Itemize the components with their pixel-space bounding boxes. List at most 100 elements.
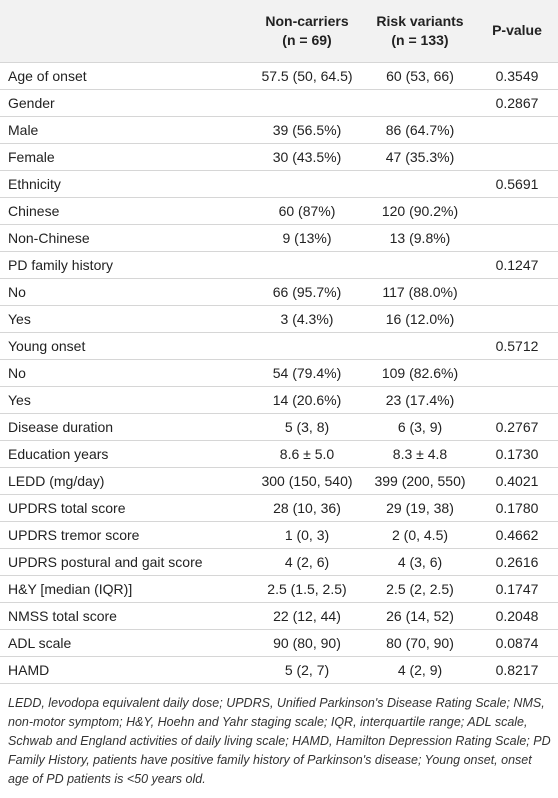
header-cell: Non-carriers (n = 69) bbox=[250, 0, 364, 62]
table-cell: Chinese bbox=[0, 196, 250, 224]
header-text: (n = 133) bbox=[391, 31, 449, 48]
table-cell bbox=[250, 169, 364, 197]
header-cell bbox=[0, 0, 250, 62]
table-row: UPDRS postural and gait score 4 (2, 6) 4 (… bbox=[0, 547, 558, 575]
table-row: HAMD 5 (2, 7) 4 (2, 9) 0.8217 bbox=[0, 655, 558, 684]
table-cell: Male bbox=[0, 115, 250, 143]
table-cell: 23 (17.4%) bbox=[364, 385, 476, 413]
table-cell: 399 (200, 550) bbox=[364, 466, 476, 494]
table-cell: 0.2048 bbox=[476, 601, 558, 629]
table-cell: 4 (2, 6) bbox=[250, 547, 364, 575]
table-cell: 2.5 (1.5, 2.5) bbox=[250, 574, 364, 602]
table-cell bbox=[476, 304, 558, 332]
table-row: PD family history 0.1247 bbox=[0, 250, 558, 278]
table-cell: 60 (87%) bbox=[250, 196, 364, 224]
table-cell: 8.6 ± 5.0 bbox=[250, 439, 364, 467]
table-row: Male 39 (56.5%) 86 (64.7%) bbox=[0, 115, 558, 143]
table-row: Yes 14 (20.6%) 23 (17.4%) bbox=[0, 385, 558, 413]
header-row: Non-carriers (n = 69) Risk variants (n = 13… bbox=[0, 0, 558, 62]
table-cell: Non-Chinese bbox=[0, 223, 250, 251]
table-cell: 5 (3, 8) bbox=[250, 412, 364, 440]
table-cell: 4 (2, 9) bbox=[364, 655, 476, 684]
table-cell: 0.3549 bbox=[476, 61, 558, 89]
table-cell bbox=[476, 142, 558, 170]
table-cell: 300 (150, 540) bbox=[250, 466, 364, 494]
table-row: UPDRS total score 28 (10, 36) 29 (19, 38) 0… bbox=[0, 493, 558, 521]
table-cell bbox=[476, 223, 558, 251]
table-cell: 0.2767 bbox=[476, 412, 558, 440]
table-cell bbox=[250, 250, 364, 278]
header-cell: P-value bbox=[476, 0, 558, 62]
table-cell: 120 (90.2%) bbox=[364, 196, 476, 224]
table-cell: 0.4021 bbox=[476, 466, 558, 494]
table-cell: 0.5712 bbox=[476, 331, 558, 359]
table-cell: Young onset bbox=[0, 331, 250, 359]
table-cell: HAMD bbox=[0, 655, 250, 684]
table-cell: 22 (12, 44) bbox=[250, 601, 364, 629]
header-text: Non-carriers bbox=[265, 12, 349, 29]
table-row: No 66 (95.7%) 117 (88.0%) bbox=[0, 277, 558, 305]
table-row: No 54 (79.4%) 109 (82.6%) bbox=[0, 358, 558, 386]
table-cell: 5 (2, 7) bbox=[250, 655, 364, 684]
table-cell bbox=[364, 169, 476, 197]
table-cell: UPDRS total score bbox=[0, 493, 250, 521]
table-cell: 0.5691 bbox=[476, 169, 558, 197]
table-cell: 0.4662 bbox=[476, 520, 558, 548]
table-cell: 6 (3, 9) bbox=[364, 412, 476, 440]
table-cell: 1 (0, 3) bbox=[250, 520, 364, 548]
table-row: H&Y [median (IQR)] 2.5 (1.5, 2.5) 2.5 (2, … bbox=[0, 574, 558, 602]
table-cell bbox=[364, 88, 476, 116]
table-cell bbox=[476, 196, 558, 224]
table-cell: 54 (79.4%) bbox=[250, 358, 364, 386]
table-cell: 4 (3, 6) bbox=[364, 547, 476, 575]
table-cell: Yes bbox=[0, 385, 250, 413]
table-cell bbox=[476, 385, 558, 413]
table-cell: 29 (19, 38) bbox=[364, 493, 476, 521]
table-cell: 80 (70, 90) bbox=[364, 628, 476, 656]
table-cell: 0.1747 bbox=[476, 574, 558, 602]
table-cell bbox=[476, 277, 558, 305]
table-cell: Disease duration bbox=[0, 412, 250, 440]
table-row: ADL scale 90 (80, 90) 80 (70, 90) 0.0874 bbox=[0, 628, 558, 656]
table-cell: 47 (35.3%) bbox=[364, 142, 476, 170]
table-header: Non-carriers (n = 69) Risk variants (n = 13… bbox=[0, 0, 558, 62]
table-cell: UPDRS tremor score bbox=[0, 520, 250, 548]
table-cell: 30 (43.5%) bbox=[250, 142, 364, 170]
table-cell bbox=[364, 250, 476, 278]
table-cell: 90 (80, 90) bbox=[250, 628, 364, 656]
data-table: Non-carriers (n = 69) Risk variants (n = 13… bbox=[0, 0, 558, 684]
table-cell: 0.1780 bbox=[476, 493, 558, 521]
table-cell: NMSS total score bbox=[0, 601, 250, 629]
table-cell: No bbox=[0, 277, 250, 305]
table-cell: 14 (20.6%) bbox=[250, 385, 364, 413]
table-row: Female 30 (43.5%) 47 (35.3%) bbox=[0, 142, 558, 170]
table-cell: 28 (10, 36) bbox=[250, 493, 364, 521]
table-body: Age of onset 57.5 (50, 64.5) 60 (53, 66) 0.… bbox=[0, 61, 558, 684]
table-row: Young onset 0.5712 bbox=[0, 331, 558, 359]
table-cell: 39 (56.5%) bbox=[250, 115, 364, 143]
table-cell bbox=[250, 331, 364, 359]
header-cell: Risk variants (n = 133) bbox=[364, 0, 476, 62]
table-cell: 26 (14, 52) bbox=[364, 601, 476, 629]
table-cell: 60 (53, 66) bbox=[364, 61, 476, 89]
table-cell: 117 (88.0%) bbox=[364, 277, 476, 305]
table-cell: 0.2867 bbox=[476, 88, 558, 116]
table-cell: PD family history bbox=[0, 250, 250, 278]
table-cell bbox=[250, 88, 364, 116]
table-row: Gender 0.2867 bbox=[0, 88, 558, 116]
table-cell: 16 (12.0%) bbox=[364, 304, 476, 332]
table-row: Non-Chinese 9 (13%) 13 (9.8%) bbox=[0, 223, 558, 251]
table-cell: Education years bbox=[0, 439, 250, 467]
table-cell: 66 (95.7%) bbox=[250, 277, 364, 305]
header-text: Risk variants bbox=[376, 12, 464, 29]
table-cell: 0.1730 bbox=[476, 439, 558, 467]
table-cell: 57.5 (50, 64.5) bbox=[250, 61, 364, 89]
table-row: Ethnicity 0.5691 bbox=[0, 169, 558, 197]
table-row: Yes 3 (4.3%) 16 (12.0%) bbox=[0, 304, 558, 332]
table-cell: Gender bbox=[0, 88, 250, 116]
table-row: Disease duration 5 (3, 8) 6 (3, 9) 0.2767 bbox=[0, 412, 558, 440]
table-cell: LEDD (mg/day) bbox=[0, 466, 250, 494]
table-cell: Ethnicity bbox=[0, 169, 250, 197]
table-cell: No bbox=[0, 358, 250, 386]
